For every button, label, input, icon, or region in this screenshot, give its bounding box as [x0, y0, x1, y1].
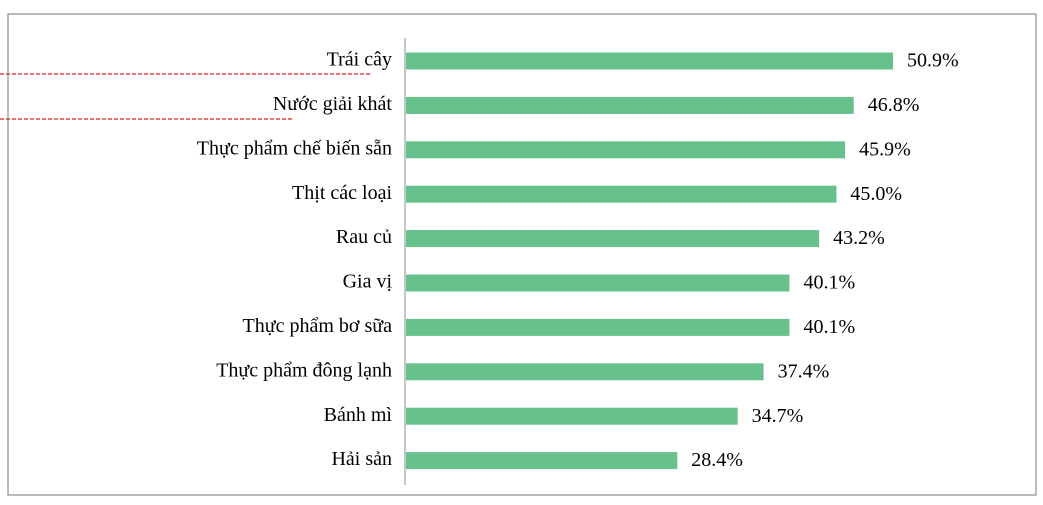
category-label: Thực phẩm bơ sữa	[243, 315, 393, 337]
bar	[406, 185, 837, 203]
value-label: 50.9%	[907, 50, 959, 72]
category-label: Nước giải khát	[273, 93, 393, 115]
bar	[406, 52, 893, 70]
value-label: 40.1%	[803, 272, 855, 294]
category-label: Thực phẩm đông lạnh	[216, 359, 392, 381]
value-label: 45.9%	[859, 138, 911, 160]
value-label: 28.4%	[691, 449, 743, 471]
category-label: Thịt các loại	[292, 182, 392, 204]
value-label: 46.8%	[868, 94, 920, 116]
bar	[406, 407, 738, 425]
chart-frame	[7, 13, 1037, 496]
category-label: Thực phẩm chế biến sẵn	[197, 137, 392, 159]
value-label: 43.2%	[833, 227, 885, 249]
category-label: Gia vị	[343, 271, 393, 293]
bar	[406, 318, 790, 336]
category-label: Trái cây	[327, 49, 392, 71]
bar	[406, 96, 854, 114]
value-label: 45.0%	[850, 183, 902, 205]
category-label: Hải sản	[331, 448, 392, 470]
value-label: 40.1%	[803, 316, 855, 338]
category-label: Rau củ	[336, 226, 392, 248]
value-label: 34.7%	[752, 405, 804, 427]
value-label: 37.4%	[778, 360, 830, 382]
bar	[406, 141, 846, 159]
bar	[406, 452, 678, 470]
bar	[406, 363, 764, 381]
bar	[406, 230, 820, 248]
category-label: Bánh mì	[324, 404, 393, 426]
bar	[406, 274, 790, 292]
